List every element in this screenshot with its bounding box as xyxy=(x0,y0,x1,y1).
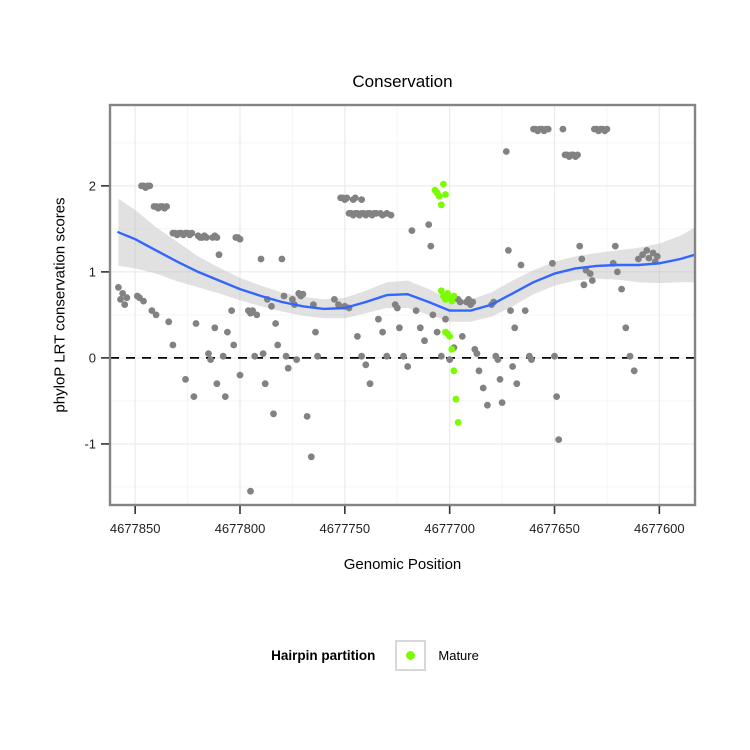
legend-item-label: Mature xyxy=(438,648,479,663)
x-axis-label: Genomic Position xyxy=(343,556,462,573)
svg-text:-1: -1 xyxy=(84,436,96,451)
svg-text:4677700: 4677700 xyxy=(424,521,475,536)
svg-text:4677650: 4677650 xyxy=(529,521,580,536)
legend-title: Hairpin partition xyxy=(271,648,376,663)
svg-text:4677850: 4677850 xyxy=(110,521,161,536)
svg-text:4677750: 4677750 xyxy=(320,521,371,536)
svg-text:4677800: 4677800 xyxy=(215,521,266,536)
svg-text:0: 0 xyxy=(89,350,96,365)
svg-text:1: 1 xyxy=(89,264,96,279)
svg-text:4677600: 4677600 xyxy=(634,521,685,536)
mature-point-icon xyxy=(406,651,416,660)
legend-key-box xyxy=(395,640,427,671)
legend: Hairpin partition Mature xyxy=(0,640,750,671)
chart-title: Conservation xyxy=(352,72,453,91)
svg-text:2: 2 xyxy=(89,178,96,193)
